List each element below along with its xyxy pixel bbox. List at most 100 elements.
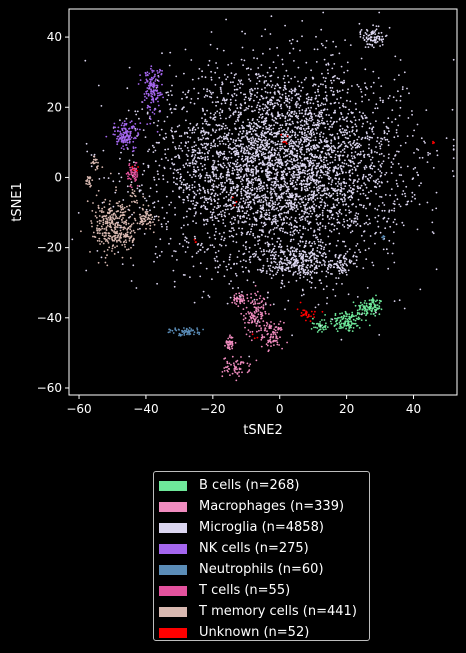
data-point [232,362,235,365]
data-point [220,136,223,139]
data-point [264,120,267,123]
data-point [367,307,370,309]
data-point [90,154,93,156]
data-point [244,96,247,99]
data-point [274,149,277,152]
data-point [343,240,346,243]
data-point [246,161,249,163]
data-point [340,170,343,172]
data-point [268,174,271,177]
data-point [353,179,355,181]
data-point [206,151,209,154]
data-point [97,84,100,87]
data-point [271,159,273,162]
data-point [205,267,208,270]
data-point [343,118,346,121]
data-point [333,79,335,82]
data-point [262,264,265,267]
data-point [267,167,269,170]
data-point [253,144,256,147]
data-point [391,121,393,123]
data-point [350,144,352,147]
data-point [256,151,258,154]
data-point [252,315,255,318]
data-point [252,253,254,256]
data-point [285,104,288,106]
data-point [229,191,232,194]
data-point [283,180,286,183]
data-point [236,144,238,147]
data-point [383,155,385,157]
data-point [309,109,311,112]
data-point [260,117,263,119]
data-point [343,200,346,202]
data-point [241,221,244,224]
data-point [350,326,352,329]
data-point [201,127,204,130]
data-point [242,361,245,364]
data-point [259,105,261,108]
data-point [285,69,288,72]
data-point [378,142,381,145]
data-point [318,229,321,231]
data-point [365,319,367,322]
data-point [350,151,353,154]
data-point [452,58,455,61]
data-point [293,154,296,157]
data-point [207,192,210,194]
data-point [241,30,244,33]
data-point [309,130,312,133]
data-point [213,145,216,147]
data-point [245,107,248,109]
data-point [354,146,357,149]
data-point [286,150,289,153]
data-point [186,136,189,138]
data-point [304,129,306,132]
data-point [245,130,248,132]
data-point [309,159,312,162]
data-point [176,183,179,186]
data-point [228,345,230,347]
data-point [332,40,335,43]
data-point [257,240,259,242]
data-point [276,220,279,222]
data-point [359,186,362,189]
data-point [249,255,252,258]
data-point [265,173,267,175]
data-point [225,78,228,81]
data-point [242,136,245,138]
data-point [381,181,383,184]
data-point [184,93,187,96]
data-point [206,208,209,211]
data-point [287,75,289,77]
data-point [287,281,290,283]
data-point [223,370,226,372]
data-point [274,135,277,138]
data-point [257,306,260,308]
data-point [303,134,306,137]
data-point [296,179,299,182]
data-point [235,361,238,363]
data-point [302,201,305,204]
data-point [199,189,202,192]
data-point [277,203,279,206]
data-point [365,86,367,89]
data-point [253,306,256,309]
data-point [231,95,234,98]
data-point [234,127,237,130]
data-point [218,155,220,158]
data-point [236,161,239,164]
data-point [213,198,216,201]
data-point [365,314,367,317]
data-point [340,198,342,201]
data-point [213,194,216,197]
data-point [264,242,267,245]
data-point [223,197,225,200]
data-point [269,192,272,194]
data-point [142,129,145,132]
data-point [302,227,305,230]
data-point [325,86,327,89]
data-point [324,97,327,99]
data-point [308,242,310,244]
data-point [203,152,206,155]
